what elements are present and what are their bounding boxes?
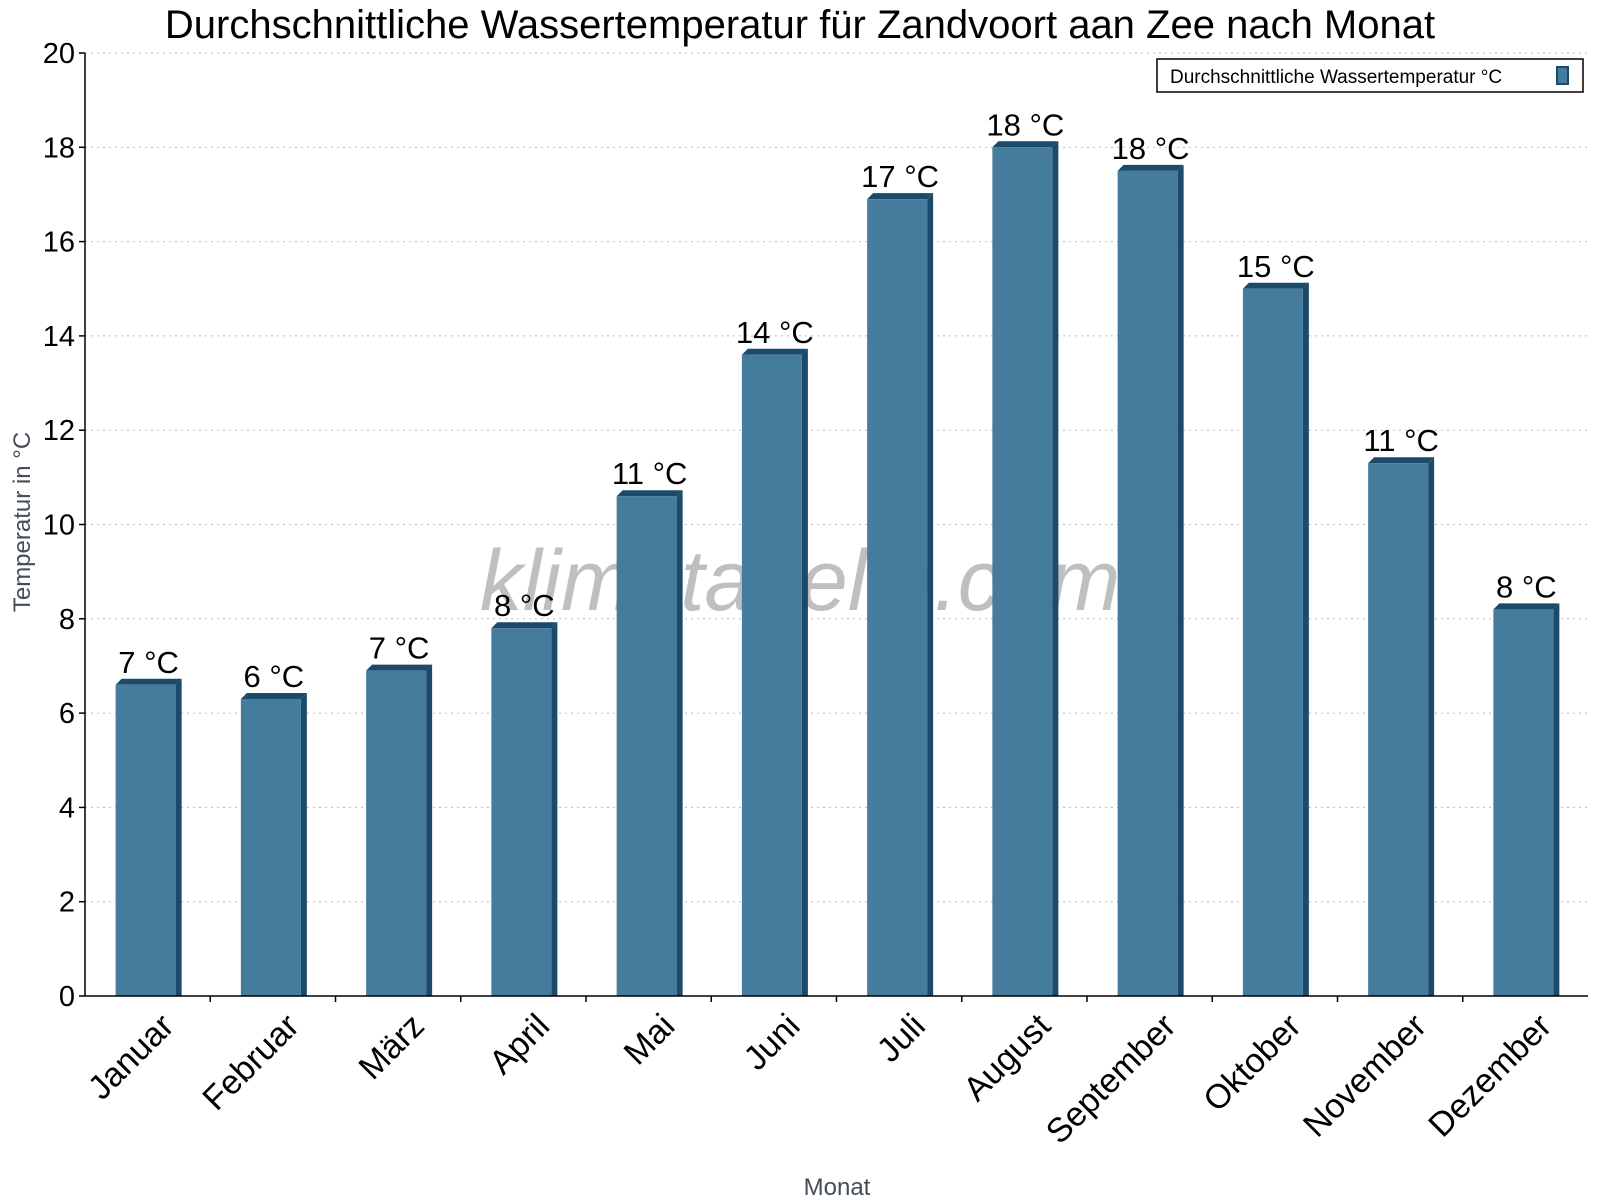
bar-side <box>1177 164 1184 996</box>
bar-side <box>426 664 433 996</box>
bar <box>1117 170 1178 996</box>
bar <box>1242 288 1303 996</box>
x-tick-label: September <box>1039 1007 1183 1151</box>
y-tick-label: 10 <box>43 510 75 542</box>
bar-side <box>927 193 934 997</box>
bar-top <box>867 193 934 200</box>
bar <box>115 684 176 996</box>
bar-top <box>992 141 1059 148</box>
y-tick-label: 8 <box>59 604 75 636</box>
x-tick-label: Mai <box>617 1007 683 1073</box>
x-tick-label: Januar <box>81 1007 181 1107</box>
bar-top <box>1117 164 1184 171</box>
data-label: 17 °C <box>861 159 939 194</box>
legend-swatch <box>1556 66 1569 85</box>
x-tick-label: November <box>1296 1007 1434 1145</box>
data-label: 11 °C <box>1363 423 1439 458</box>
x-tick-label: Februar <box>195 1007 306 1118</box>
data-label: 8 °C <box>1496 569 1557 604</box>
data-label: 18 °C <box>1112 131 1190 166</box>
bar <box>992 147 1053 997</box>
y-tick-label: 12 <box>43 415 75 447</box>
data-label: 14 °C <box>736 315 814 350</box>
x-tick-label: April <box>482 1007 557 1082</box>
x-tick-label: Dezember <box>1421 1007 1559 1145</box>
data-label: 15 °C <box>1237 249 1315 284</box>
y-tick-label: 20 <box>43 38 75 70</box>
bar-side <box>676 490 683 996</box>
legend-label: Durchschnittliche Wassertemperatur °C <box>1170 67 1502 88</box>
y-tick-label: 14 <box>43 321 75 353</box>
bar-side <box>1302 282 1309 996</box>
x-tick-label: Juli <box>870 1007 933 1070</box>
bar-side <box>175 678 182 996</box>
bar <box>1493 609 1554 996</box>
y-tick-label: 16 <box>43 227 75 259</box>
bar-side <box>801 348 808 996</box>
y-tick-label: 2 <box>59 887 75 919</box>
data-label: 6 °C <box>244 659 305 694</box>
y-tick-label: 18 <box>43 132 75 164</box>
legend-box <box>1156 58 1584 93</box>
x-tick-label: März <box>351 1007 431 1087</box>
bar-top <box>1368 457 1435 464</box>
bar <box>366 670 427 996</box>
data-label: 7 °C <box>118 645 179 680</box>
bar-top <box>1242 282 1309 289</box>
bar-top <box>491 622 558 629</box>
data-label: 11 °C <box>612 456 688 491</box>
bar-side <box>1553 603 1560 996</box>
chart-title: Durchschnittliche Wassertemperatur für Z… <box>165 3 1435 47</box>
data-label: 18 °C <box>986 107 1064 142</box>
bar-side <box>1052 141 1059 997</box>
bar-side <box>300 692 307 996</box>
x-tick-label: Oktober <box>1196 1007 1308 1119</box>
bars: 7 °C 6 °C 7 °C 8 °C 11 °C 14 °C 17 °C 18 °C 18 °… <box>115 107 1560 997</box>
y-tick-label: 0 <box>59 981 75 1013</box>
x-axis-label: Monat <box>804 1174 871 1200</box>
bar-top <box>366 664 433 671</box>
bar-side <box>1428 457 1435 997</box>
x-tick-label: August <box>956 1006 1058 1108</box>
data-label: 7 °C <box>369 631 430 666</box>
y-tick-label: 6 <box>59 698 75 730</box>
bar-top <box>1493 603 1560 610</box>
bar-top <box>741 348 808 355</box>
y-tick-label: 4 <box>59 792 75 824</box>
bar <box>1368 463 1429 997</box>
grid-lines <box>85 52 1588 903</box>
x-tick-label: Juni <box>737 1007 808 1078</box>
bar-top <box>115 678 182 685</box>
bar <box>616 496 677 996</box>
data-label: 8 °C <box>494 588 555 623</box>
legend[interactable]: Durchschnittliche Wassertemperatur °C <box>1156 58 1584 93</box>
bar <box>867 199 928 997</box>
bar-top <box>240 692 307 699</box>
bar <box>491 628 552 996</box>
bar-top <box>616 490 683 497</box>
y-axis-label: Temperatur in °C <box>9 432 36 612</box>
bar <box>741 354 802 996</box>
bar <box>240 698 301 996</box>
bar-side <box>551 622 558 996</box>
